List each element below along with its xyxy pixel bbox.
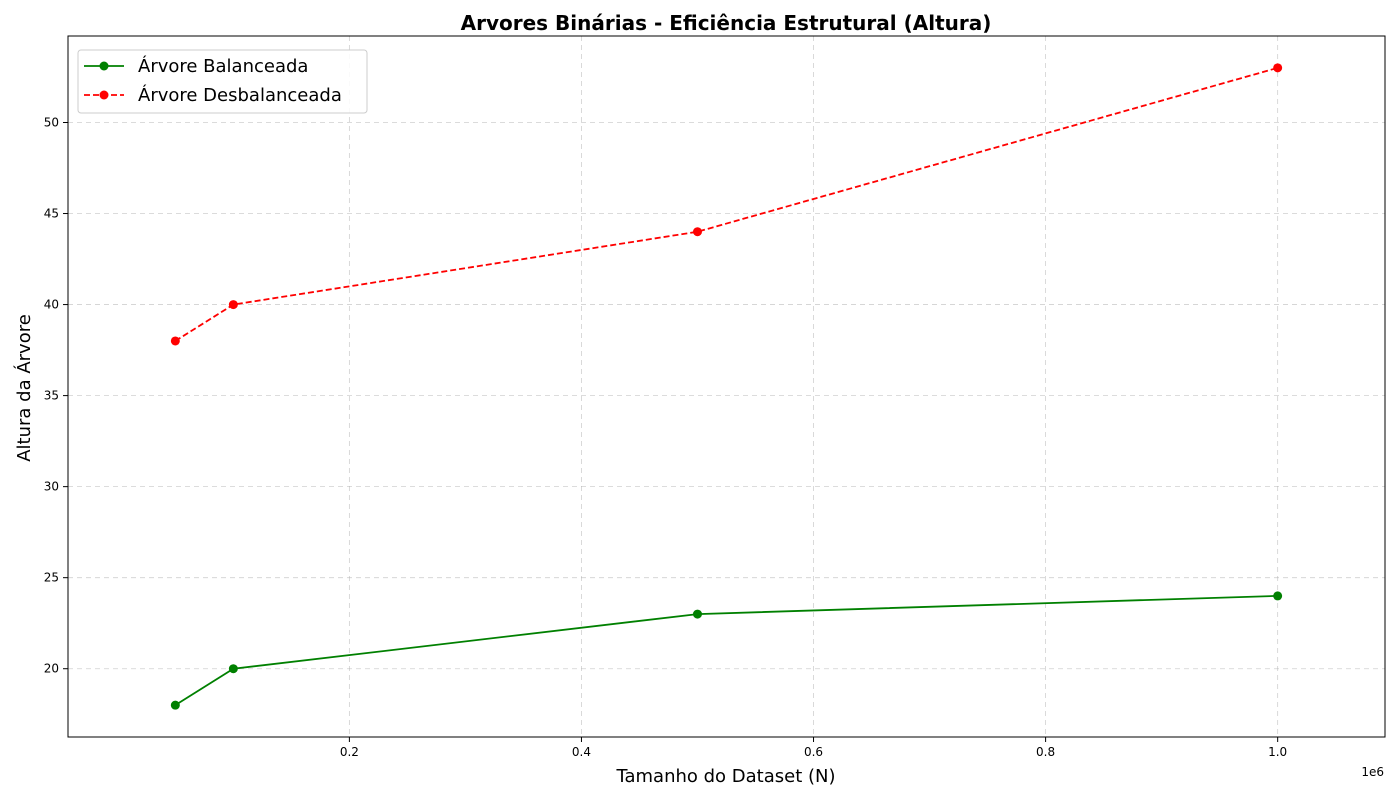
y-tick-label: 30: [44, 480, 59, 494]
data-point: [170, 336, 180, 346]
y-tick-label: 25: [44, 571, 59, 585]
y-axis-label: Altura da Árvore: [13, 314, 35, 462]
x-tick-label: 0.2: [340, 745, 359, 759]
x-tick-label: 0.8: [1036, 745, 1055, 759]
series-layer: [170, 63, 1283, 710]
data-point: [228, 664, 238, 674]
legend: Árvore Balanceada Árvore Desbalanceada: [77, 49, 368, 114]
x-offset-label: 1e6: [1361, 765, 1384, 779]
data-point: [692, 227, 702, 237]
tick-layer: 0.2 0.4 0.6 0.8 1.0 20 25 30 35 40 45 50: [44, 115, 1287, 759]
x-axis-label: Tamanho do Dataset (N): [615, 766, 835, 787]
chart-title: Arvores Binárias - Eficiência Estrutural…: [461, 11, 992, 35]
series-balanceada: [170, 591, 1283, 710]
series-desbalanceada: [170, 63, 1283, 346]
data-point: [1273, 63, 1283, 73]
grid-layer: [68, 36, 1385, 737]
data-point: [228, 300, 238, 310]
y-tick-label: 35: [44, 389, 59, 403]
x-tick-label: 0.6: [804, 745, 823, 759]
legend-marker: [99, 90, 109, 100]
series-line: [174, 594, 1278, 706]
data-point: [170, 700, 180, 710]
data-point: [692, 609, 702, 619]
x-tick-label: 0.4: [572, 745, 591, 759]
legend-marker: [99, 61, 109, 71]
y-tick-label: 40: [44, 298, 59, 312]
y-tick-label: 20: [44, 662, 59, 676]
data-point: [1273, 591, 1283, 601]
legend-entry-label: Árvore Balanceada: [138, 55, 308, 77]
x-tick-label: 1.0: [1268, 745, 1287, 759]
legend-box: [77, 49, 368, 114]
y-tick-label: 45: [44, 207, 59, 221]
y-tick-label: 50: [44, 115, 59, 129]
series-line: [174, 66, 1278, 342]
legend-entry-label: Árvore Desbalanceada: [138, 84, 342, 106]
plot-frame: [67, 35, 1386, 738]
